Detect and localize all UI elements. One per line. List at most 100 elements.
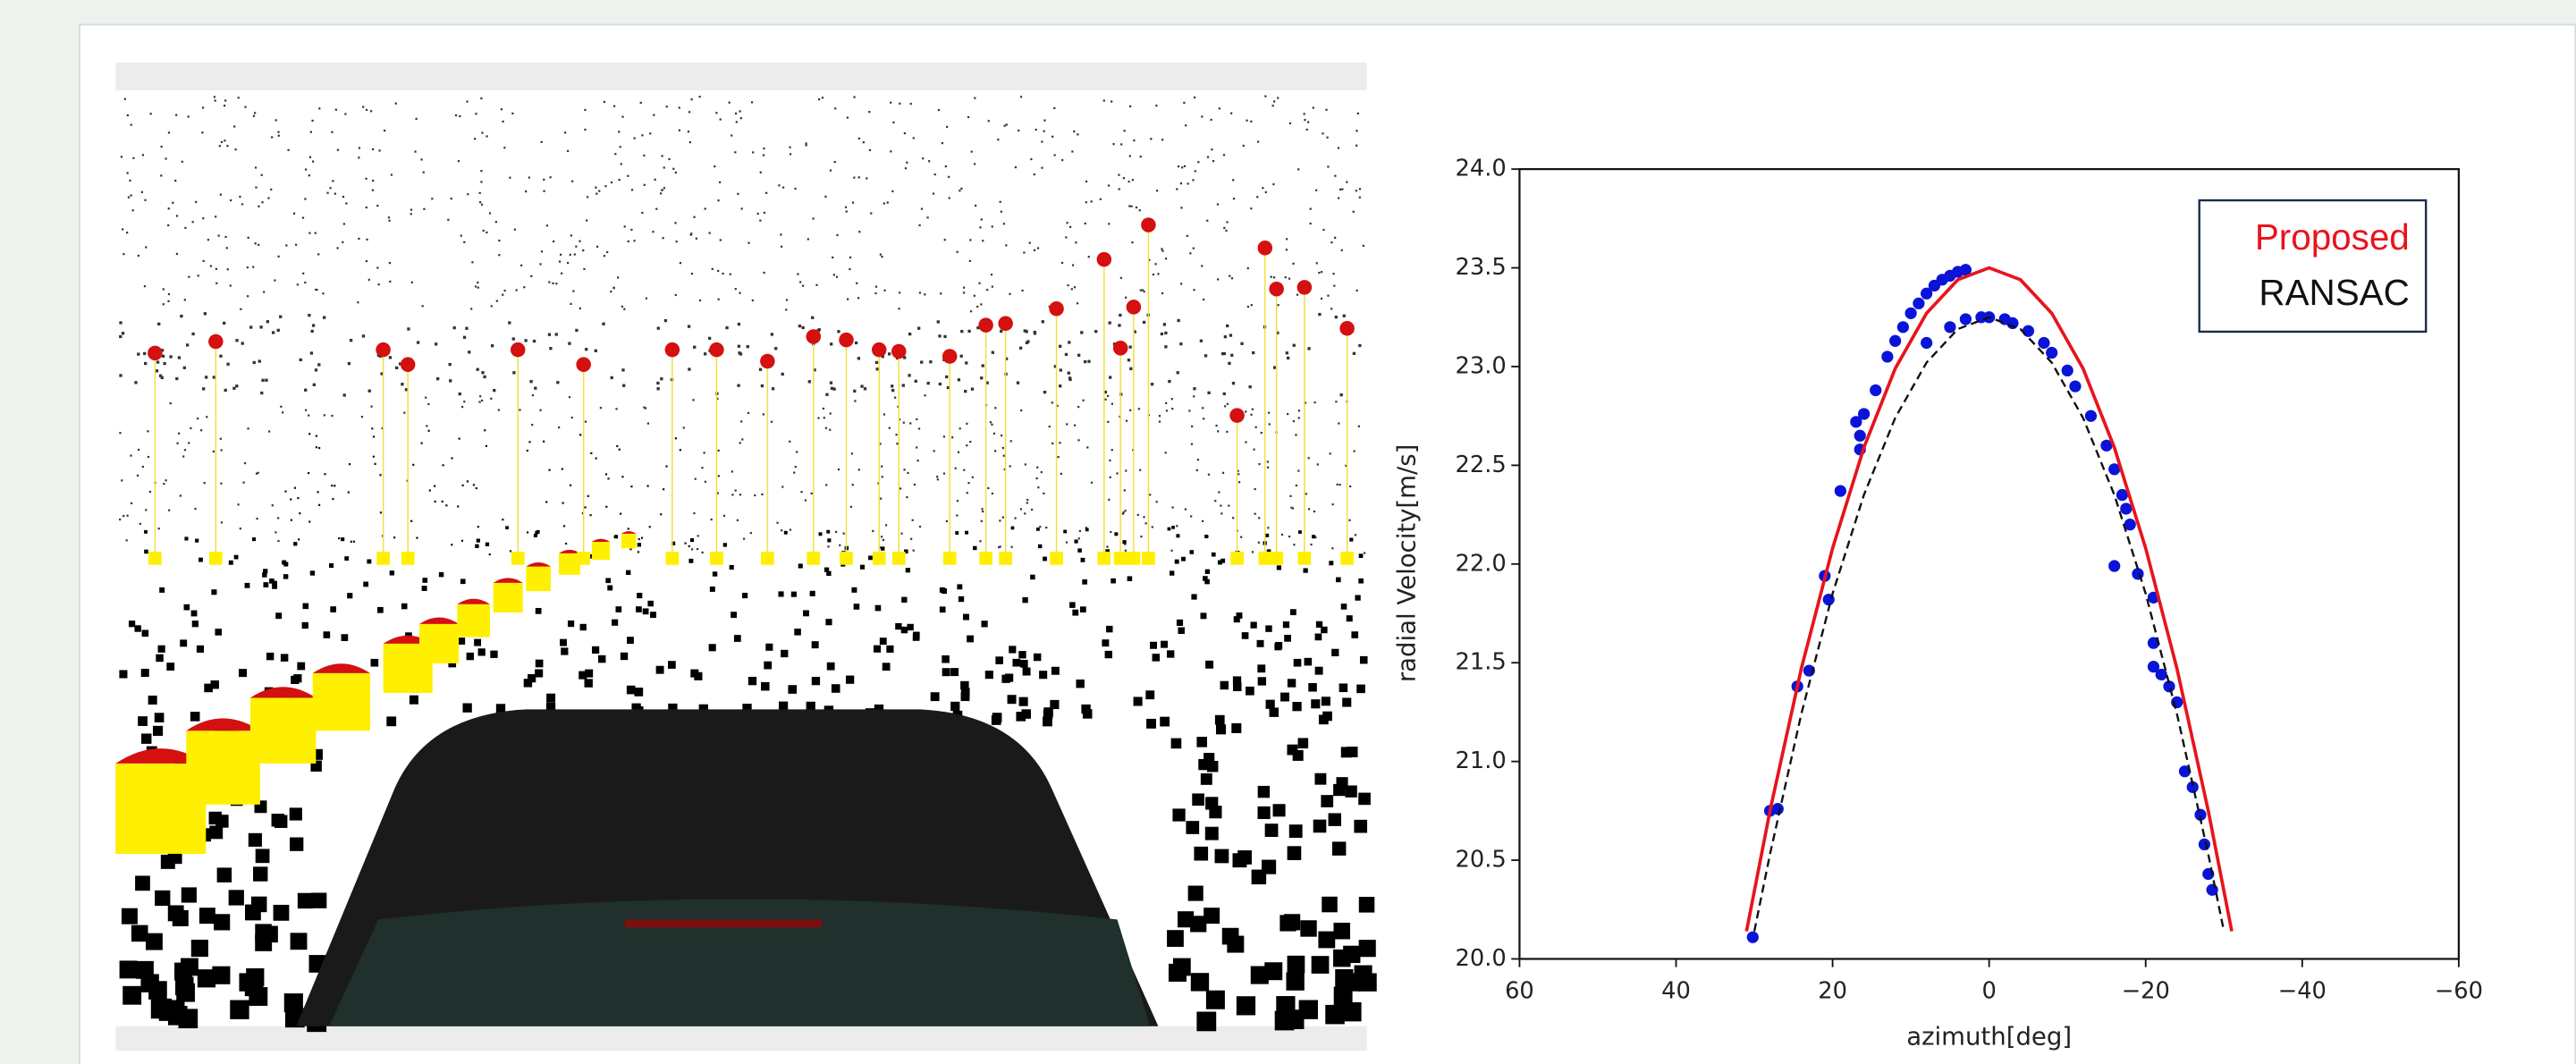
cloud-point: [285, 244, 288, 247]
cloud-point: [410, 208, 413, 211]
cloud-point: [736, 519, 739, 521]
ground-point: [688, 558, 694, 563]
pole-base: [1340, 552, 1354, 565]
cloud-point: [976, 305, 979, 308]
ground-point: [627, 637, 634, 644]
cloud-point: [992, 432, 996, 435]
cloud-point: [271, 504, 274, 507]
cloud-point: [162, 303, 165, 306]
cloud-point: [585, 348, 588, 351]
cloud-point: [1170, 549, 1173, 552]
cloud-point: [570, 302, 572, 305]
cloud-point: [810, 492, 813, 494]
cloud-point: [1107, 184, 1111, 187]
ground-point: [1314, 666, 1323, 675]
cloud-point: [458, 392, 461, 396]
cloud-point: [933, 450, 935, 452]
cloud-point: [1312, 106, 1314, 109]
cloud-point: [485, 444, 488, 447]
ground-point: [1358, 792, 1371, 806]
cloud-point: [1106, 394, 1110, 397]
cloud-point: [1112, 143, 1115, 146]
box-marker: [591, 542, 611, 561]
cloud-point: [202, 217, 205, 220]
cloud-point: [149, 113, 152, 115]
cloud-point: [853, 389, 857, 393]
cloud-point: [1162, 323, 1167, 326]
cloud-point: [1004, 357, 1009, 360]
ground-point: [1080, 606, 1086, 613]
pole-base: [401, 552, 415, 565]
vehicle-window: [329, 899, 1151, 1026]
cloud-point: [1304, 401, 1307, 404]
ground-point: [1289, 609, 1296, 616]
cloud-point: [524, 339, 528, 342]
ground-point: [637, 592, 643, 599]
cloud-point: [268, 430, 271, 433]
cloud-point: [900, 532, 903, 535]
ground-point: [1198, 758, 1210, 771]
cloud-point: [1033, 173, 1035, 176]
ground-point: [458, 638, 466, 645]
cloud-point: [1206, 156, 1210, 158]
cloud-point: [964, 389, 967, 393]
cloud-point: [466, 480, 469, 483]
cloud-point: [903, 131, 907, 135]
cloud-point: [807, 380, 811, 384]
cloud-point: [1041, 140, 1043, 143]
cloud-point: [241, 342, 244, 345]
cloud-point: [1158, 415, 1161, 418]
cloud-point: [1094, 330, 1098, 334]
cloud-point: [1218, 491, 1220, 494]
cloud-point: [1307, 347, 1311, 350]
cloud-point: [177, 356, 182, 359]
ground-point: [1358, 897, 1375, 913]
cloud-point: [1222, 154, 1226, 156]
cloud-point: [244, 461, 247, 465]
cloud-point: [862, 141, 865, 144]
cloud-point: [308, 520, 311, 523]
cloud-point: [1189, 252, 1192, 255]
ground-point: [1250, 621, 1257, 629]
cloud-point: [778, 184, 781, 187]
cloud-point: [770, 333, 773, 336]
cloud-point: [877, 482, 880, 485]
cloud-point: [1257, 541, 1260, 544]
pole-base: [1258, 552, 1272, 565]
ground-point: [689, 537, 695, 543]
ground-point: [803, 610, 809, 617]
cloud-point: [589, 514, 592, 517]
cloud-point: [747, 411, 750, 414]
cloud-point: [326, 191, 329, 194]
cloud-point: [160, 145, 163, 148]
cloud-point: [1052, 442, 1054, 445]
cloud-point: [314, 232, 317, 234]
ground-point: [1200, 612, 1207, 620]
cloud-point: [903, 469, 906, 471]
cloud-point: [1005, 244, 1008, 247]
cloud-point: [1297, 168, 1300, 171]
cloud-point: [372, 455, 375, 458]
cloud-point: [688, 367, 691, 371]
cloud-point: [1033, 249, 1036, 251]
cloud-point: [641, 134, 644, 137]
cloud-point: [881, 256, 883, 258]
ground-point: [900, 626, 908, 634]
cloud-point: [857, 137, 860, 140]
cloud-point: [126, 114, 129, 117]
cloud-point: [182, 455, 185, 458]
cloud-point: [1192, 179, 1195, 182]
cloud-point: [480, 170, 483, 173]
ground-point: [209, 825, 224, 840]
cloud-point: [1110, 530, 1112, 534]
cloud-point: [523, 286, 526, 289]
cloud-point: [302, 272, 305, 274]
data-point: [1959, 313, 1972, 325]
cloud-point: [1217, 278, 1220, 281]
x-axis-label: azimuth[deg]: [1906, 1023, 2072, 1051]
pole-base: [1127, 552, 1141, 565]
cloud-point: [1164, 345, 1168, 349]
cloud-point: [122, 514, 125, 518]
cloud-point: [362, 106, 365, 108]
cloud-point: [369, 110, 373, 113]
